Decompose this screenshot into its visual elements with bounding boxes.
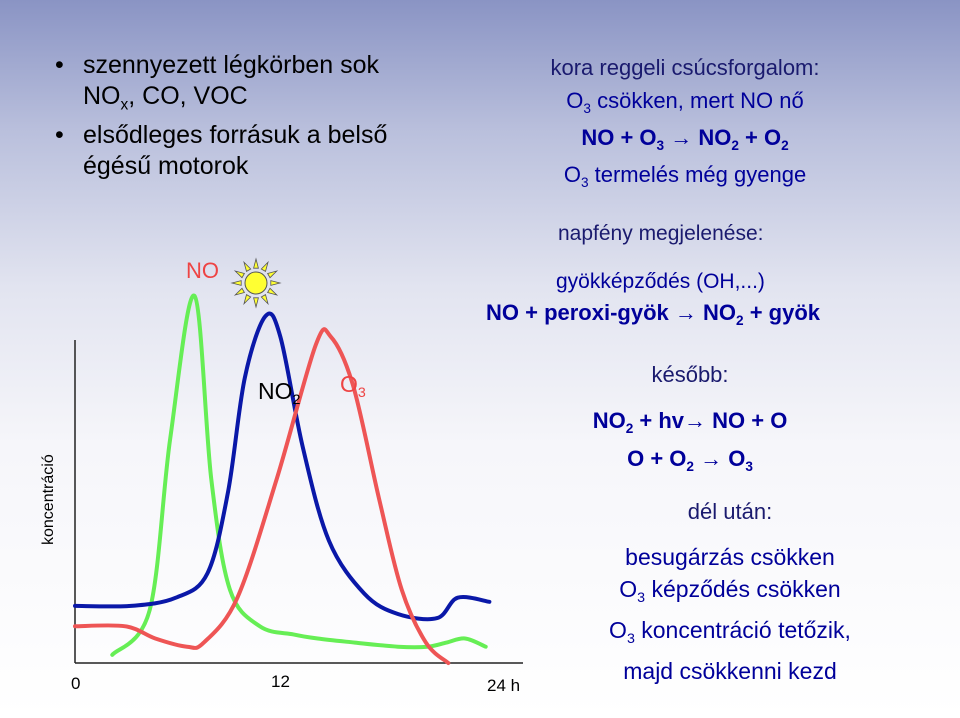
afternoon-lines: besugárzás csökken O3 képződés csökken O… — [560, 541, 900, 687]
sun-ray — [243, 260, 252, 273]
morning-block: kora reggeli csúcsforgalom: O3 csökken, … — [520, 53, 850, 196]
morning-heading: kora reggeli csúcsforgalom: — [550, 55, 820, 80]
later-reaction-2: O + O2 → O3 — [627, 445, 753, 474]
afternoon-line-4: majd csökkenni kezd — [623, 657, 837, 684]
y-axis-label: koncentráció — [40, 454, 57, 545]
sun-ray — [270, 280, 282, 286]
afternoon-line-3: O3 koncentráció tetőzik, — [609, 616, 851, 647]
sunlight-line-1: gyökképződés (OH,...) — [556, 270, 765, 293]
sun-ray — [260, 293, 269, 306]
series-line-no — [110, 293, 488, 657]
later-heading: később: — [651, 362, 729, 387]
sun-ray — [243, 293, 252, 306]
series-line-o3 — [73, 327, 451, 665]
sun-ray — [266, 287, 279, 296]
later-reaction-1: NO2 + hv→ NO + O — [592, 408, 788, 436]
morning-line-3: O3 termelés még gyenge — [563, 161, 807, 190]
later-block: később: NO2 + hv→ NO + O O + O2 → O3 — [540, 360, 840, 482]
sun-ray — [233, 287, 246, 296]
sun-ray — [253, 297, 259, 309]
chart-series — [73, 293, 492, 665]
afternoon-block: dél után: — [565, 496, 895, 528]
series-line-no2 — [73, 311, 492, 622]
bullet-list: szennyezett légkörben sok NOx, CO, VOC e… — [55, 50, 435, 182]
morning-line-1: O3 csökken, mert NO nő — [566, 88, 804, 116]
sun-ray — [266, 270, 279, 279]
sunlight-heading: napfény megjelenése: — [558, 222, 764, 245]
series-label-no: NO — [186, 258, 219, 283]
sun-ray — [233, 270, 246, 279]
x-tick-24: 24 h — [487, 676, 521, 695]
bullet-item-source: elsődleges forrásuk a belső égésű motoro… — [55, 120, 435, 182]
sun-ray — [253, 257, 259, 269]
afternoon-heading: dél után: — [687, 499, 773, 524]
sun-icon — [230, 257, 282, 309]
bullet-item-pollution: szennyezett légkörben sok NOx, CO, VOC — [55, 50, 435, 120]
sun-disc — [244, 271, 268, 295]
morning-reaction: NO + O3 → NO2 + O2 — [581, 124, 789, 153]
sun-ray — [230, 280, 242, 286]
afternoon-line-1: besugárzás csökken — [625, 544, 835, 570]
x-tick-0: 0 — [71, 674, 81, 693]
x-tick-12: 12 — [271, 672, 290, 691]
series-label-o3: O3 — [340, 371, 366, 401]
afternoon-line-2: O3 képződés csökken — [619, 576, 841, 606]
sun-ray — [260, 260, 269, 273]
series-label-no2: NO2 — [258, 378, 301, 408]
sunlight-reaction: NO + peroxi-gyök → NO2 + gyök — [486, 300, 821, 328]
